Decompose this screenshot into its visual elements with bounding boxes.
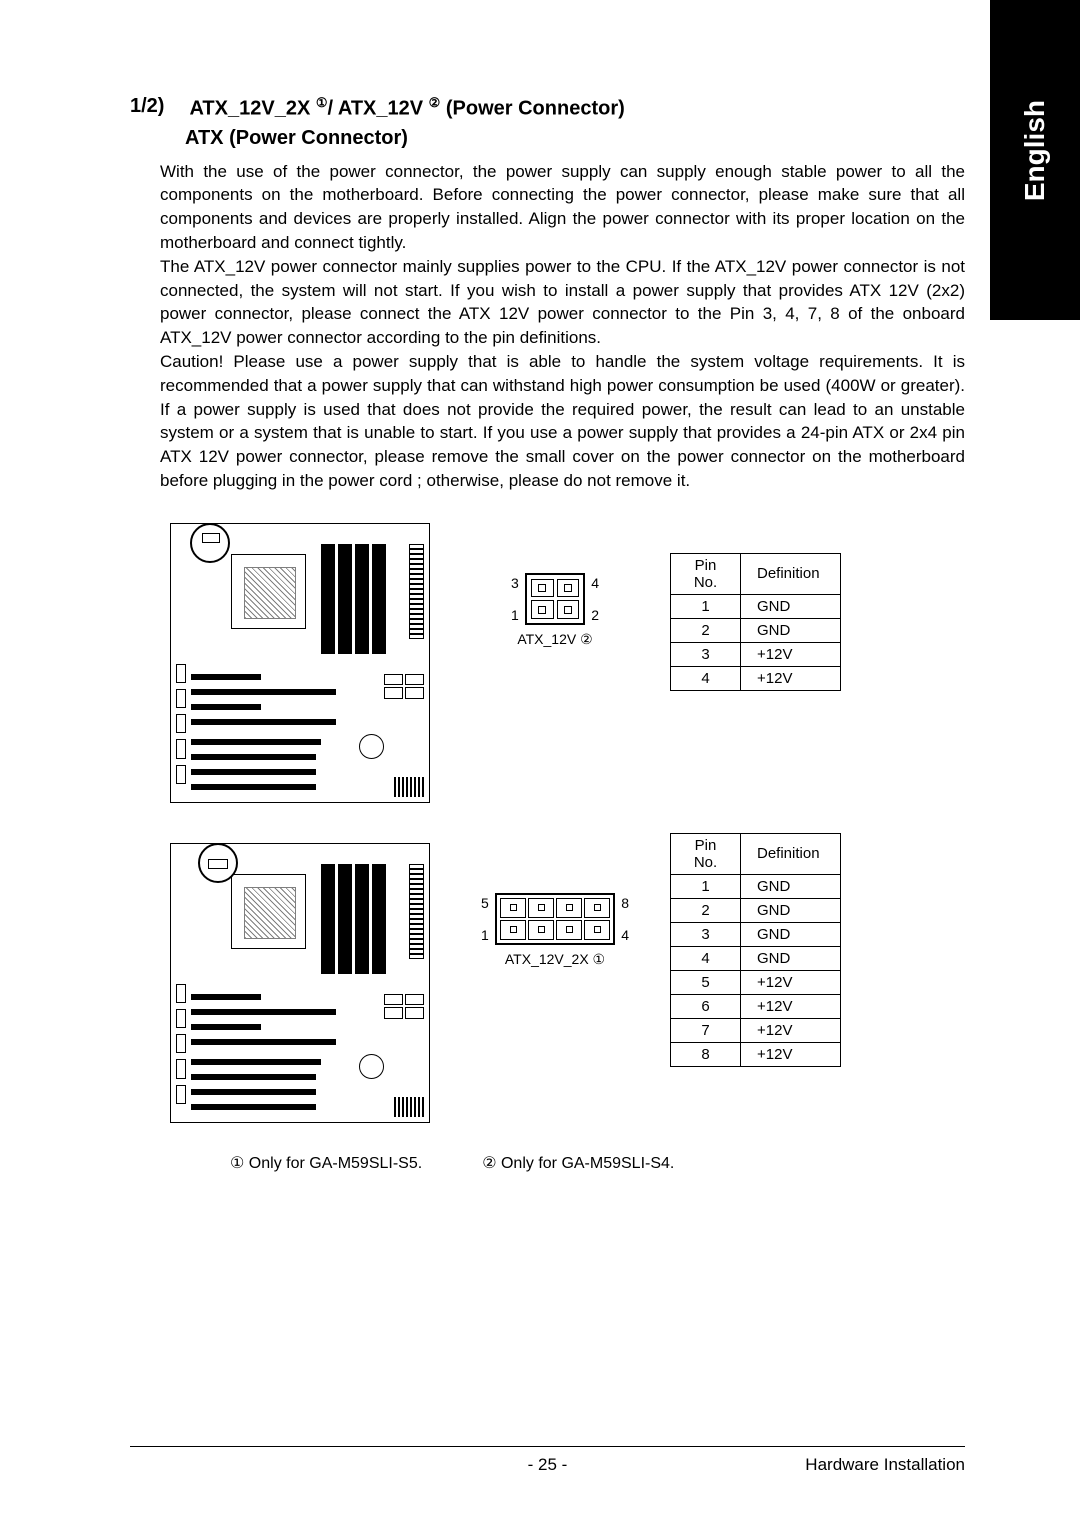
table-row: 6+12V [671, 994, 841, 1018]
table-row: Pin No.Definition [671, 833, 841, 874]
pin-table-2x2: Pin No.Definition 1GND 2GND 3+12V 4+12V [670, 553, 841, 691]
connector-2x2-label: ATX_12V ② [480, 631, 630, 648]
connector-2x2-diagram: 3 4 1 2 ATX_12V ② [480, 573, 630, 648]
section-heading: 1/2) ATX_12V_2X ①/ ATX_12V ② (Power Conn… [130, 95, 965, 121]
table-row: 7+12V [671, 1018, 841, 1042]
paragraph-1: With the use of the power connector, the… [160, 160, 965, 255]
atx-connector-icon [409, 544, 424, 639]
table-row: Pin No.Definition [671, 553, 841, 594]
body-text: With the use of the power connector, the… [160, 160, 965, 493]
ram-slots-icon [321, 864, 386, 974]
language-tab: English [990, 0, 1080, 320]
page-number: - 25 - [528, 1455, 568, 1475]
table-row: 4GND [671, 946, 841, 970]
cpu-socket-icon [231, 554, 306, 629]
footer-section: Hardware Installation [805, 1455, 965, 1475]
table-row: 2GND [671, 618, 841, 642]
highlight-circle-icon [190, 523, 230, 563]
diagram-row-1: 3 4 1 2 ATX_12V ② Pin No.Definition 1GND… [160, 513, 965, 813]
paragraph-2: The ATX_12V power connector mainly suppl… [160, 255, 965, 350]
section-subtitle: ATX (Power Connector) [185, 127, 965, 150]
motherboard-diagram-2 [160, 833, 440, 1133]
diagrams-container: 3 4 1 2 ATX_12V ② Pin No.Definition 1GND… [160, 513, 965, 1133]
table-row: 2GND [671, 898, 841, 922]
footnotes: ① Only for GA-M59SLI-S5. ② Only for GA-M… [230, 1153, 965, 1173]
cpu-socket-icon [231, 874, 306, 949]
footnote-2: ② Only for GA-M59SLI-S4. [482, 1153, 674, 1173]
pin-table-2x4: Pin No.Definition 1GND 2GND 3GND 4GND 5+… [670, 833, 841, 1067]
page-footer: - 25 - Hardware Installation [130, 1446, 965, 1475]
table-row: 3GND [671, 922, 841, 946]
table-row: 5+12V [671, 970, 841, 994]
table-row: 4+12V [671, 666, 841, 690]
atx-connector-icon [409, 864, 424, 959]
connector-2x4-label: ATX_12V_2X ① [480, 951, 630, 968]
table-row: 3+12V [671, 642, 841, 666]
section-number: 1/2) [130, 95, 164, 121]
section-title: ATX_12V_2X ①/ ATX_12V ② (Power Connector… [189, 95, 624, 121]
page-content: 1/2) ATX_12V_2X ①/ ATX_12V ② (Power Conn… [0, 0, 1080, 1173]
ram-slots-icon [321, 544, 386, 654]
io-ports-icon [176, 984, 186, 1104]
motherboard-diagram-1 [160, 513, 440, 813]
paragraph-3: Caution! Please use a power supply that … [160, 350, 965, 493]
highlight-circle-icon [198, 843, 238, 883]
table-row: 1GND [671, 594, 841, 618]
footnote-1: ① Only for GA-M59SLI-S5. [230, 1153, 422, 1173]
connector-2x4-diagram: 5 8 1 4 ATX_12V_2X ① [480, 893, 630, 968]
io-ports-icon [176, 664, 186, 784]
table-row: 1GND [671, 874, 841, 898]
diagram-row-2: 5 8 1 4 ATX_12V_2X ① Pin No.Definition 1… [160, 833, 965, 1133]
table-row: 8+12V [671, 1042, 841, 1066]
language-tab-text: English [1019, 100, 1051, 201]
